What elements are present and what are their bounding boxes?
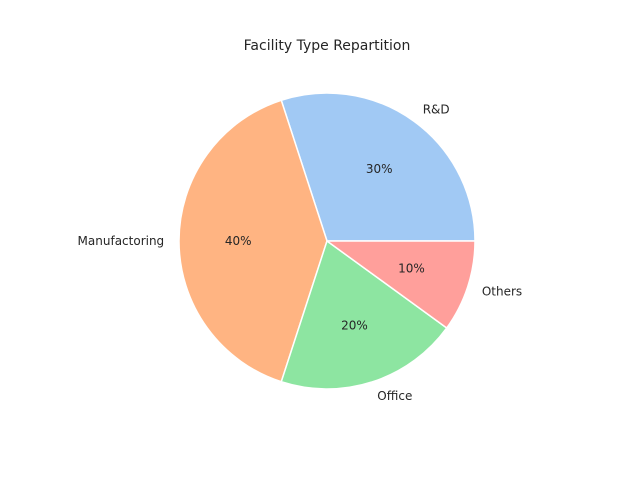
slice-percent-office: 20%: [341, 318, 368, 332]
pie-slices: [178, 92, 476, 390]
pie-labels: R&D 30% Manufactoring 40% Office 20% Others 10%: [78, 102, 523, 403]
slice-label-r-d: R&D: [423, 102, 450, 116]
pie-slice-manufactoring: [178, 99, 328, 383]
pie-slice-others: [326, 240, 476, 329]
chart-title: Facility Type Repartition: [244, 38, 411, 54]
pie-slice-r-d: [280, 92, 476, 242]
slice-percent-manufactoring: 40%: [225, 234, 252, 248]
slice-label-manufactoring: Manufactoring: [78, 234, 165, 248]
slice-label-others: Others: [482, 284, 522, 298]
slice-percent-others: 10%: [398, 261, 425, 275]
slice-label-office: Office: [377, 389, 412, 403]
slice-percent-r-d: 30%: [366, 162, 393, 176]
pie-slice-office: [280, 240, 448, 390]
